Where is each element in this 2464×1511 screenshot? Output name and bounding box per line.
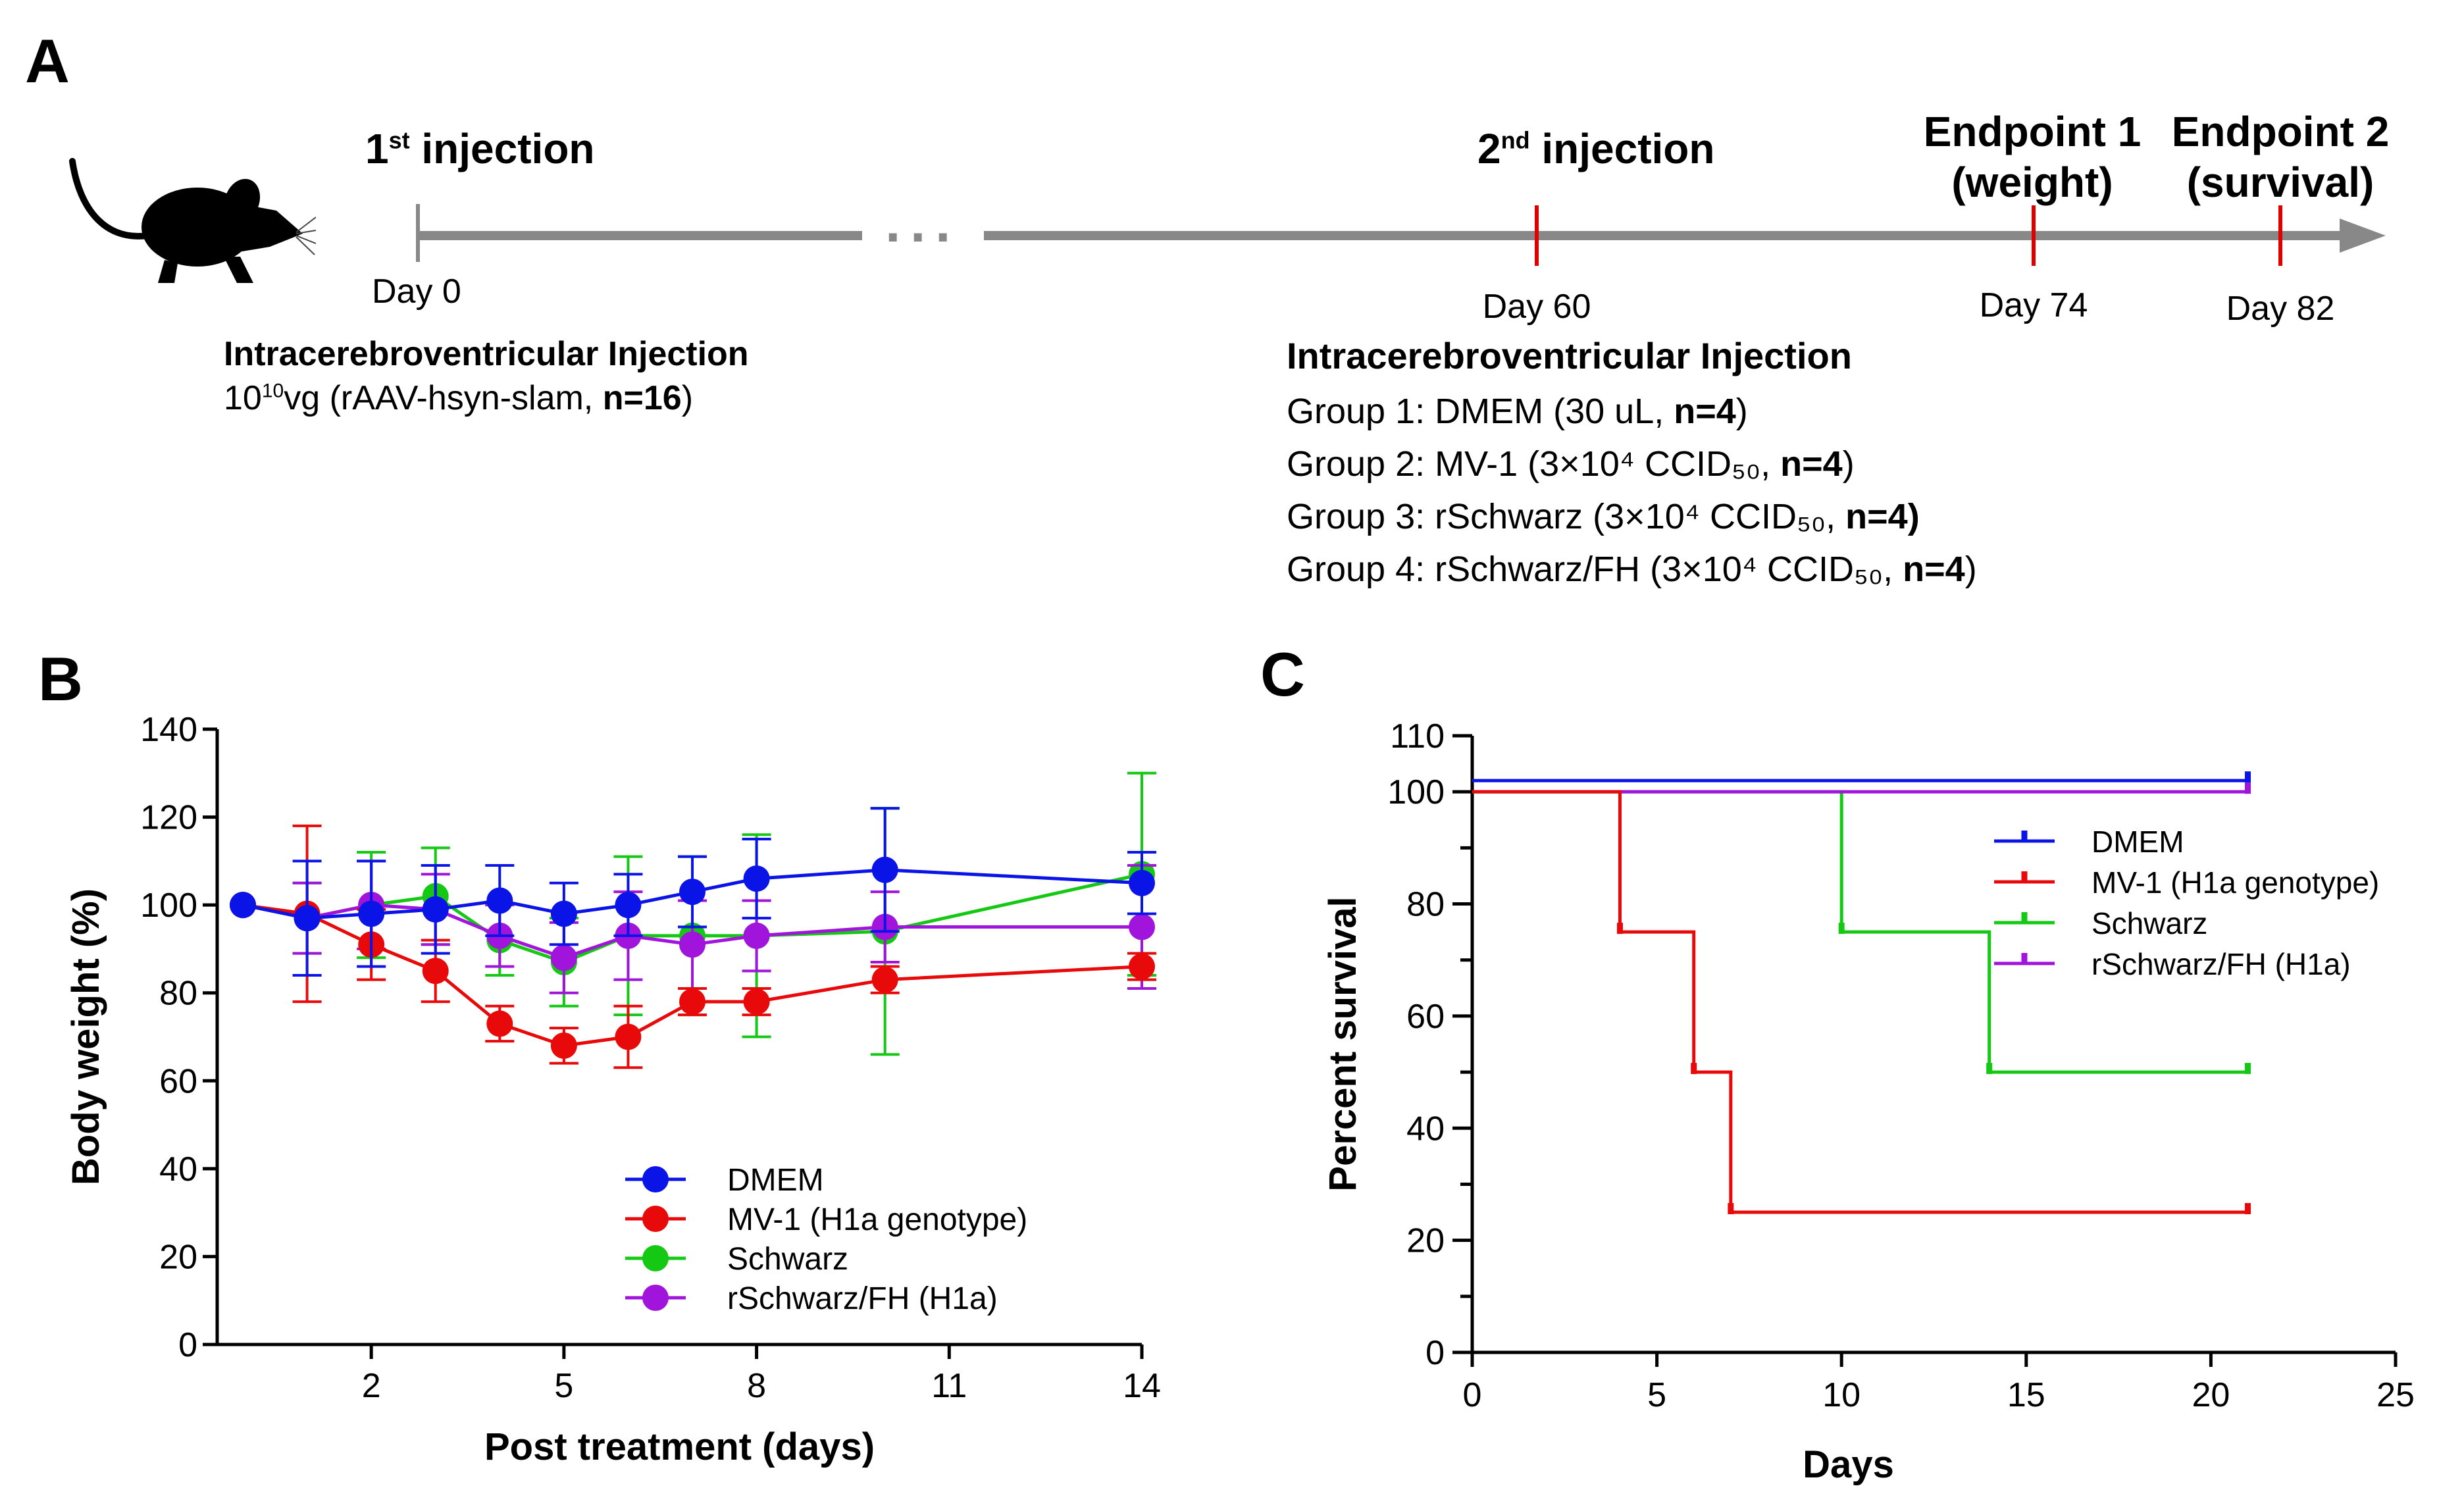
- day60-label: Day 60: [1482, 288, 1591, 326]
- group-list: Group 1: DMEM (30 uL, n=4) Group 2: MV-1…: [1287, 385, 1977, 596]
- b-series-dmem: [230, 807, 1156, 977]
- b-y-tick-label: 0: [178, 1326, 197, 1364]
- left-block-title: Intracerebroventricular Injection: [224, 335, 749, 373]
- group-item-2: Group 2: MV-1 (3×10⁴ CCID₅₀, n=4): [1287, 444, 1855, 484]
- b-y-tick-label: 120: [140, 799, 197, 837]
- b-x-tick-label: 8: [747, 1367, 766, 1405]
- day0-label: Day 0: [372, 272, 461, 311]
- b-x-tick-label: 14: [1123, 1367, 1161, 1405]
- b-data-point: [486, 887, 513, 914]
- b-data-point: [1129, 913, 1155, 940]
- b-x-tick-label: 5: [554, 1367, 573, 1405]
- b-data-point: [615, 892, 642, 919]
- left-block-dose: 1010vg (rAAV-hsyn-slam, n=16): [224, 379, 694, 417]
- b-legend-label: MV-1 (H1a genotype): [727, 1202, 1027, 1237]
- b-data-point: [486, 1010, 513, 1037]
- b-data-point: [230, 892, 257, 919]
- b-legend-marker: [642, 1206, 669, 1232]
- b-legend-label: DMEM: [727, 1163, 824, 1198]
- b-y-axis-label: Body weight (%): [64, 888, 107, 1185]
- b-data-point: [358, 900, 385, 927]
- panel-a-label: A: [25, 26, 70, 95]
- second-injection-title: 2nd injection: [1477, 125, 1715, 172]
- first-injection-title: 1st injection: [365, 125, 595, 172]
- b-y-tick-label: 80: [159, 975, 197, 1013]
- b-data-point: [871, 856, 898, 883]
- b-legend-marker: [642, 1245, 669, 1271]
- b-y-tick-label: 100: [140, 886, 197, 925]
- b-data-point: [679, 931, 706, 958]
- group-item-1: Group 1: DMEM (30 uL, n=4): [1287, 392, 1748, 431]
- day82-label: Day 82: [2226, 290, 2335, 328]
- group-item-3: Group 3: rSchwarz (3×10⁴ CCID₅₀, n=4): [1287, 497, 1920, 536]
- b-y-tick-label: 40: [159, 1150, 197, 1189]
- day74-label: Day 74: [1979, 286, 2088, 324]
- group-item-4: Group 4: rSchwarz/FH (3×10⁴ CCID₅₀, n=4): [1287, 550, 1977, 589]
- b-legend-marker: [642, 1166, 669, 1192]
- b-data-point: [1129, 953, 1155, 980]
- b-y-tick-label: 20: [159, 1238, 197, 1276]
- endpoint2-title: Endpoint 2 (survival): [2171, 108, 2390, 206]
- panel-b-label: B: [38, 644, 83, 713]
- b-x-axis-label: Post treatment (days): [484, 1425, 875, 1468]
- endpoint1-title: Endpoint 1 (weight): [1923, 108, 2142, 206]
- b-data-point: [550, 1032, 577, 1059]
- b-x-tick-label: 11: [931, 1367, 967, 1405]
- timeline-arrowhead: [2340, 218, 2386, 253]
- mouse-icon: [69, 158, 316, 283]
- b-data-point: [1129, 869, 1155, 896]
- b-data-point: [743, 865, 770, 892]
- b-x-tick-label: 2: [362, 1367, 381, 1405]
- b-legend-label: rSchwarz/FH (H1a): [727, 1281, 998, 1316]
- b-data-point: [743, 988, 770, 1015]
- b-y-tick-label: 60: [159, 1062, 197, 1100]
- b-data-point: [679, 879, 706, 906]
- b-data-point: [422, 958, 449, 985]
- timeline-ellipsis: ···: [885, 206, 960, 268]
- b-y-tick-label: 140: [140, 711, 197, 749]
- b-data-point: [550, 900, 577, 927]
- b-data-point: [871, 966, 898, 993]
- b-legend-label: Schwarz: [727, 1242, 848, 1277]
- b-data-point: [550, 944, 577, 971]
- right-block-title: Intracerebroventricular Injection: [1287, 335, 1852, 376]
- b-data-point: [743, 922, 770, 949]
- b-legend-marker: [642, 1285, 669, 1311]
- panel-c-label: C: [1260, 640, 1305, 709]
- b-data-point: [294, 905, 321, 932]
- timeline: [416, 204, 2386, 266]
- b-data-point: [679, 988, 706, 1015]
- b-data-point: [615, 1023, 642, 1050]
- b-data-point: [422, 896, 449, 923]
